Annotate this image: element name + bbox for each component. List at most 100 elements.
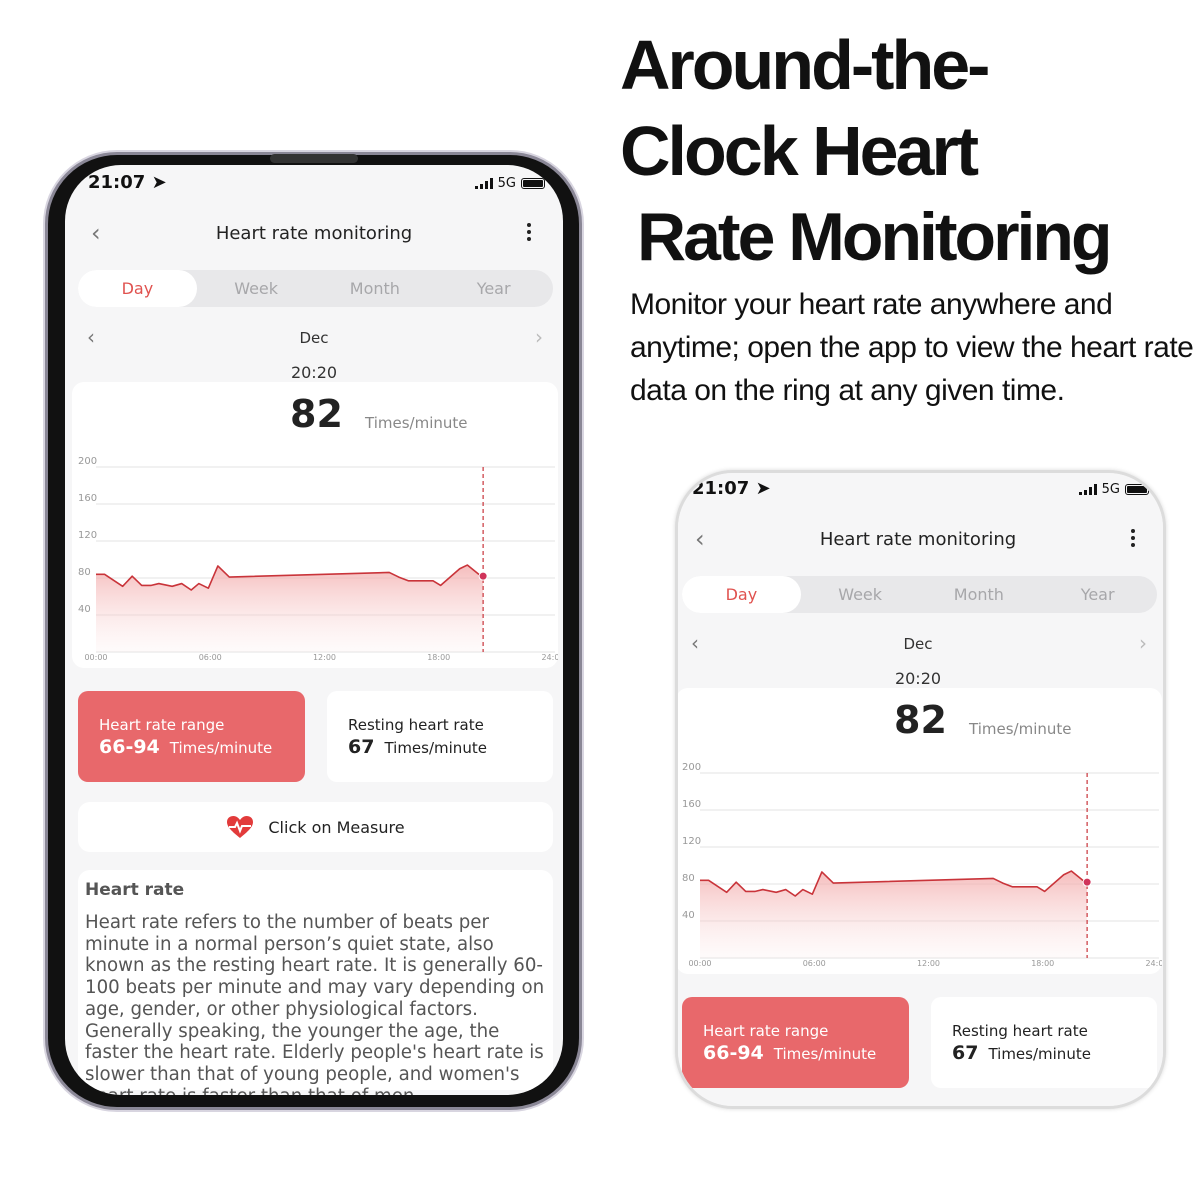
period-label: Dec	[903, 635, 933, 653]
clock: 21:07	[692, 478, 750, 499]
previous-period-button[interactable]: ‹	[87, 325, 95, 349]
network-label: 5G	[497, 176, 516, 191]
location-arrow-icon: ➤	[755, 478, 771, 499]
selected-time: 20:20	[290, 363, 338, 382]
chevron-left-icon[interactable]: ‹	[91, 219, 101, 247]
period-tabs: Day Week Month Year	[682, 576, 1157, 613]
y-tick-label: 120	[682, 836, 701, 847]
network-label: 5G	[1101, 482, 1120, 497]
phone-preview: 21:07 ➤ 5G ‹ Heart rate monitoring Day W…	[675, 470, 1166, 1109]
resting-unit: Times/minute	[988, 1045, 1091, 1063]
x-tick-label: 06:00	[199, 653, 222, 662]
chart-card: 82 Times/minute 200 160 120 80 40 00:00 06:00 1…	[72, 382, 558, 668]
area-fill	[700, 871, 1088, 958]
resting-label: Resting heart rate	[952, 1022, 1088, 1040]
heart-rate-chart[interactable]: 200 160 120 80 40 00:00 06:00 12:00 18:00 24:00	[676, 763, 1162, 973]
x-tick-label: 00:00	[688, 959, 711, 968]
headline-line: Around-the-	[620, 26, 990, 104]
range-value: 66-94	[99, 736, 160, 758]
heart-rate-value: 82	[290, 392, 343, 436]
resting-label: Resting heart rate	[348, 716, 484, 734]
range-label: Heart rate range	[99, 716, 225, 734]
tab-year[interactable]: Year	[1080, 585, 1115, 604]
phone-screen: 21:07 ➤ 5G ‹ Heart rate monitoring Day W…	[676, 473, 1163, 1106]
clock: 21:07	[88, 172, 146, 193]
y-tick-label: 80	[682, 873, 695, 884]
status-time: 21:07 ➤	[88, 172, 167, 193]
status-icons: 5G	[474, 176, 545, 191]
info-body: Heart rate refers to the number of beats…	[85, 912, 545, 1095]
period-tabs: Day Week Month Year	[78, 270, 553, 307]
y-tick-label: 80	[78, 567, 91, 578]
y-tick-label: 200	[78, 457, 97, 467]
range-unit: Times/minute	[773, 1045, 877, 1063]
range-unit: Times/minute	[169, 739, 273, 757]
y-tick-label: 40	[682, 910, 695, 921]
tab-day[interactable]: Day	[682, 576, 801, 613]
battery-icon	[521, 178, 545, 189]
tab-day[interactable]: Day	[78, 270, 197, 307]
heart-rate-value: 82	[894, 698, 947, 742]
page-title: Heart rate monitoring	[819, 529, 1017, 550]
location-arrow-icon: ➤	[151, 172, 167, 193]
resting-heart-rate-card: Resting heart rate 67 Times/minute	[931, 997, 1157, 1088]
y-tick-label: 160	[78, 493, 97, 504]
tab-year[interactable]: Year	[476, 279, 511, 298]
page-title: Heart rate monitoring	[215, 223, 413, 244]
heart-rate-unit: Times/minute	[969, 720, 1072, 738]
phone-screen: 21:07 ➤ 5G ‹ Heart rate monitoring Day W…	[65, 165, 563, 1095]
heart-rate-unit: Times/minute	[365, 414, 468, 432]
x-tick-label: 24:00	[1145, 959, 1162, 968]
heart-rate-range-card: Heart rate range 66-94 Times/minute	[78, 691, 305, 782]
tab-month[interactable]: Month	[349, 279, 400, 298]
tab-week[interactable]: Week	[838, 585, 883, 604]
selected-point	[1082, 877, 1092, 887]
x-tick-label: 12:00	[917, 959, 940, 968]
x-tick-label: 00:00	[84, 653, 107, 662]
description: Monitor your heart rate anywhere and any…	[630, 288, 1194, 407]
more-vertical-icon[interactable]	[527, 223, 533, 241]
chevron-left-icon[interactable]: ‹	[695, 525, 705, 553]
heart-rate-chart[interactable]: 200 160 120 80 40 00:00 06:00 12:00 18:00 24:00	[72, 457, 558, 667]
signal-icon	[1078, 484, 1097, 495]
chart-card: 82 Times/minute 200 160 120 80 40 00:00 06:00 1…	[676, 688, 1162, 974]
y-tick-label: 200	[682, 763, 701, 773]
more-vertical-icon[interactable]	[1131, 529, 1137, 547]
resting-value: 67	[952, 1042, 979, 1064]
signal-icon	[474, 178, 493, 189]
info-title: Heart rate	[85, 880, 185, 900]
resting-heart-rate-card: Resting heart rate 67 Times/minute	[327, 691, 553, 782]
x-tick-label: 06:00	[803, 959, 826, 968]
heart-rate-range-card: Heart rate range 66-94 Times/minute	[682, 997, 909, 1088]
next-period-button[interactable]: ›	[535, 325, 543, 349]
measure-button[interactable]: Click on Measure	[78, 802, 553, 852]
period-label: Dec	[299, 329, 329, 347]
area-fill	[96, 565, 484, 652]
tab-week[interactable]: Week	[234, 279, 279, 298]
selected-point	[478, 571, 488, 581]
heart-rate-line	[96, 564, 484, 591]
previous-period-button[interactable]: ‹	[691, 631, 699, 655]
range-label: Heart rate range	[703, 1022, 829, 1040]
x-tick-label: 12:00	[313, 653, 336, 662]
y-tick-label: 120	[78, 530, 97, 541]
headline: Around-the- Clock Heart Rate Monitoring	[620, 22, 1113, 280]
x-tick-label: 18:00	[427, 653, 450, 662]
headline-line: Clock Heart	[620, 112, 979, 190]
selected-time: 20:20	[894, 669, 942, 688]
range-value: 66-94	[703, 1042, 764, 1064]
status-icons: 5G	[1078, 482, 1149, 497]
status-time: 21:07 ➤	[692, 478, 771, 499]
heart-rate-line	[700, 870, 1088, 897]
x-tick-label: 18:00	[1031, 959, 1054, 968]
resting-unit: Times/minute	[384, 739, 487, 757]
tab-month[interactable]: Month	[953, 585, 1004, 604]
y-tick-label: 40	[78, 604, 91, 615]
battery-icon	[1125, 484, 1149, 495]
headline-line: Rate Monitoring	[637, 199, 1113, 275]
speaker-notch	[270, 154, 358, 163]
heart-pulse-icon	[227, 816, 254, 838]
next-period-button[interactable]: ›	[1139, 631, 1147, 655]
resting-value: 67	[348, 736, 375, 758]
x-tick-label: 24:00	[541, 653, 558, 662]
